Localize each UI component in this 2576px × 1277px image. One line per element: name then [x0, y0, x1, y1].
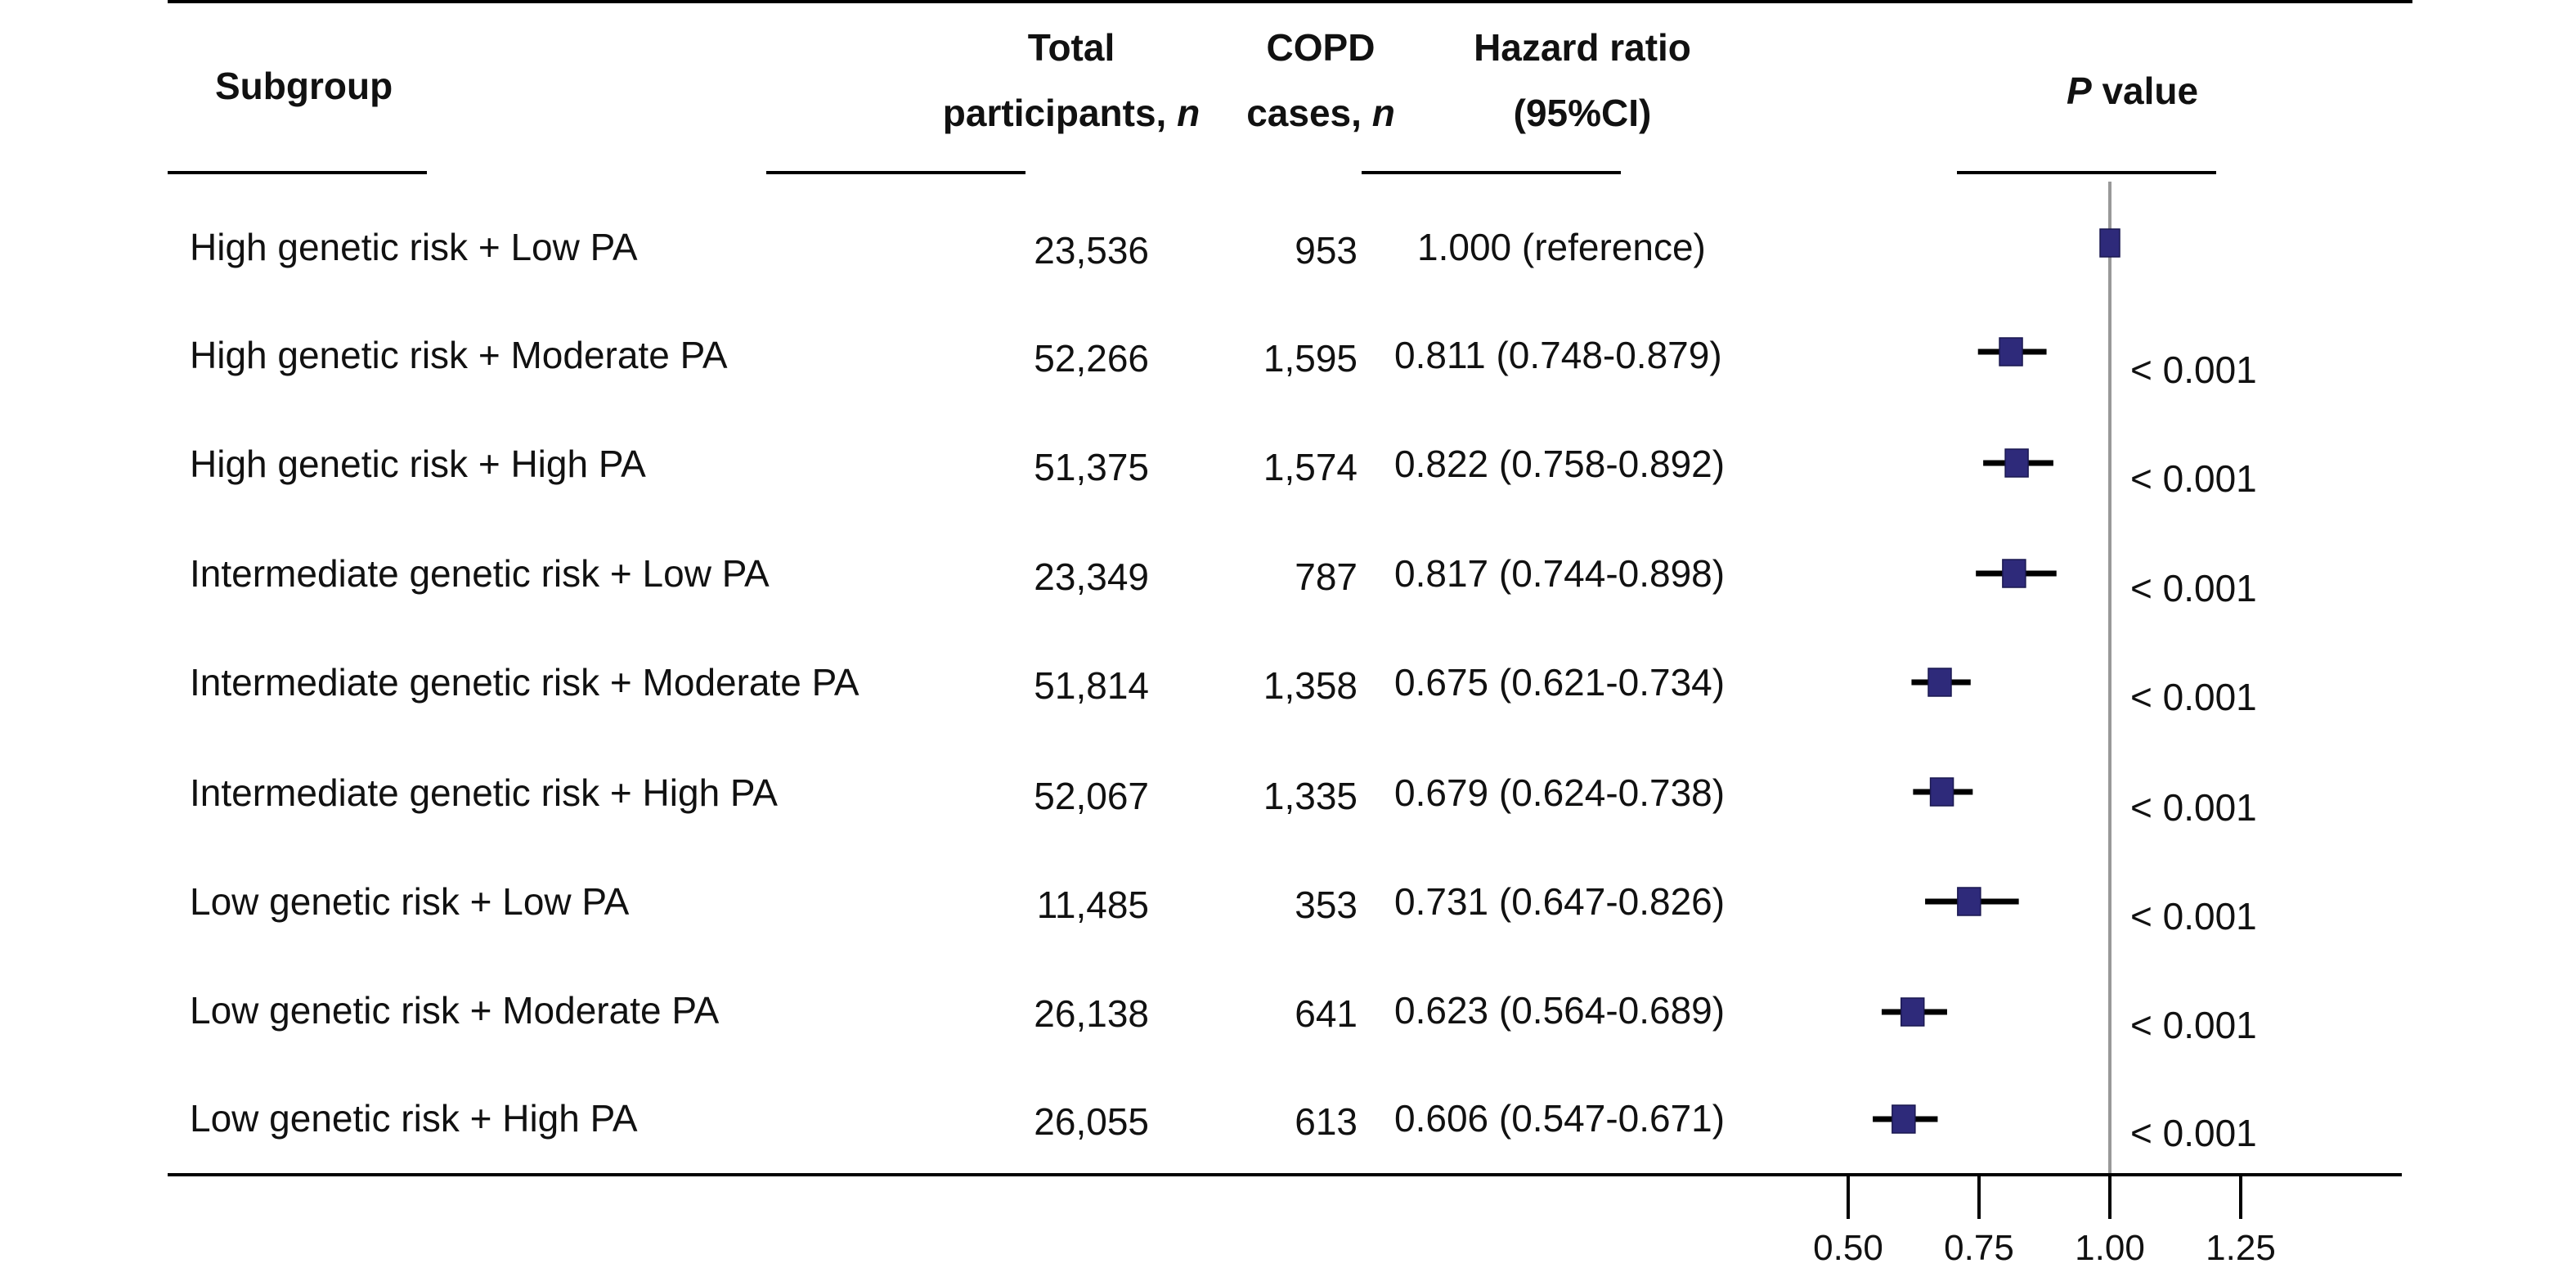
header-total-participants: Total participants, n: [942, 26, 1200, 134]
row-subgroup: Intermediate genetic risk + Low PA: [190, 552, 770, 595]
row-total: 52,067: [1034, 775, 1149, 817]
row-total: 52,266: [1034, 337, 1149, 380]
row-total: 23,536: [1034, 229, 1149, 272]
hr-marker: [1929, 777, 1954, 807]
hr-marker: [1892, 1104, 1916, 1134]
row-hr: 0.675 (0.621-0.734): [1394, 661, 1726, 704]
row-cases: 641: [1295, 992, 1358, 1035]
hr-marker: [2002, 559, 2026, 588]
row-cases: 953: [1295, 229, 1358, 272]
row-p-value: < 0.001: [2130, 895, 2257, 938]
hr-marker: [2099, 228, 2120, 258]
x-tick-label: 0.50: [1813, 1228, 1883, 1268]
header-underline-hr: [1362, 171, 1621, 174]
row-p-value: < 0.001: [2130, 457, 2257, 500]
header-underline-total: [766, 171, 1025, 174]
row-total: 11,485: [1036, 884, 1149, 926]
hr-marker: [1900, 997, 1925, 1027]
row-p-value: < 0.001: [2130, 348, 2257, 391]
row-total: 23,349: [1034, 555, 1149, 598]
row-total: 51,814: [1034, 664, 1149, 707]
row-hr: 0.822 (0.758-0.892): [1394, 443, 1726, 485]
row-total: 51,375: [1034, 446, 1149, 488]
row-subgroup: Low genetic risk + Low PA: [190, 880, 630, 923]
row-subgroup: Low genetic risk + High PA: [190, 1097, 638, 1140]
x-tick-label: 1.00: [2075, 1228, 2145, 1268]
row-hr: 0.606 (0.547-0.671): [1394, 1097, 1726, 1140]
row-p-value: < 0.001: [2130, 676, 2257, 718]
row-p-value: < 0.001: [2130, 1004, 2257, 1046]
row-subgroup: High genetic risk + Moderate PA: [190, 334, 728, 376]
row-total: 26,055: [1034, 1100, 1149, 1143]
hr-marker: [1957, 887, 1981, 916]
row-hr: 0.623 (0.564-0.689): [1394, 989, 1726, 1032]
header-subgroup: Subgroup: [215, 65, 393, 107]
hr-marker: [2004, 448, 2029, 478]
header-p-value: P value: [2067, 70, 2199, 112]
row-p-value: < 0.001: [2130, 786, 2257, 829]
table-top-rule: [168, 0, 2412, 3]
row-hr: 1.000 (reference): [1417, 226, 1706, 268]
row-hr: 0.817 (0.744-0.898): [1394, 552, 1726, 595]
row-subgroup: Low genetic risk + Moderate PA: [190, 989, 720, 1032]
row-cases: 1,335: [1263, 775, 1358, 817]
row-cases: 1,595: [1263, 337, 1358, 380]
row-cases: 613: [1295, 1100, 1358, 1143]
table-bottom-rule: [168, 1173, 2402, 1176]
row-cases: 1,358: [1263, 664, 1358, 707]
row-cases: 353: [1295, 884, 1358, 926]
header-hazard-ratio: Hazard ratio (95%CI): [1474, 26, 1691, 134]
row-cases: 1,574: [1263, 446, 1358, 488]
row-hr: 0.679 (0.624-0.738): [1394, 771, 1726, 814]
header-copd-cases: COPD cases, n: [1246, 26, 1395, 134]
row-cases: 787: [1295, 555, 1358, 598]
row-subgroup: High genetic risk + High PA: [190, 443, 646, 485]
header-underline-p: [1957, 171, 2216, 174]
row-p-value: < 0.001: [2130, 567, 2257, 609]
x-tick-label: 1.25: [2206, 1228, 2276, 1268]
row-subgroup: Intermediate genetic risk + Moderate PA: [190, 661, 859, 704]
hr-marker: [1928, 668, 1952, 697]
hr-marker: [1999, 337, 2023, 366]
x-tick-label: 0.75: [1944, 1228, 2014, 1268]
row-p-value: < 0.001: [2130, 1112, 2257, 1154]
row-hr: 0.811 (0.748-0.879): [1394, 334, 1722, 376]
row-subgroup: High genetic risk + Low PA: [190, 226, 638, 268]
row-subgroup: Intermediate genetic risk + High PA: [190, 771, 778, 814]
row-total: 26,138: [1034, 992, 1149, 1035]
row-hr: 0.731 (0.647-0.826): [1394, 880, 1726, 923]
header-underline-subgroup: [168, 171, 427, 174]
